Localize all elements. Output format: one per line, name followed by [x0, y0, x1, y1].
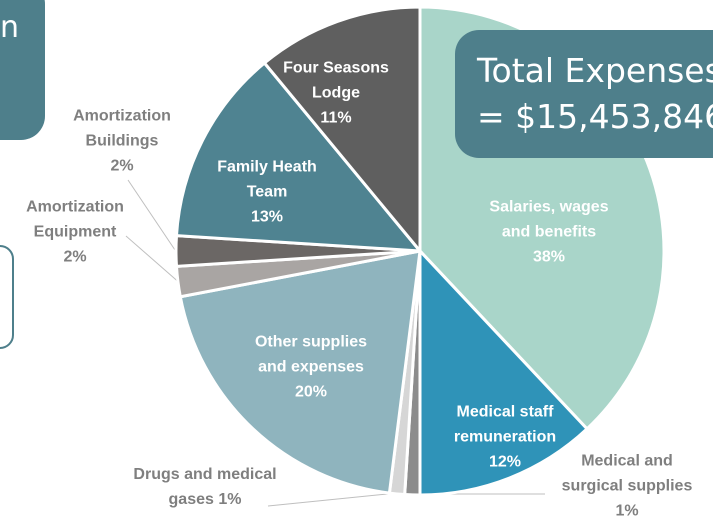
pie-slice: [418, 249, 589, 497]
value-label: 12%: [488, 453, 522, 471]
slice-label: Other supplies and expenses 20%: [246, 330, 376, 405]
category-label: Medical staff remuneration: [453, 403, 557, 446]
value-label: 2%: [63, 248, 87, 266]
total-box: Total Expenses = $15,453,846: [455, 30, 713, 158]
pie-slice: [178, 249, 422, 495]
leader-line: [125, 235, 183, 286]
slice-label: Salaries, wages and benefits 38%: [479, 195, 619, 270]
slice-label: Amortization Equipment 2%: [18, 195, 133, 270]
value-label: 11%: [320, 109, 352, 127]
value-label: 20%: [294, 383, 328, 401]
overlay-box: n: [0, 0, 45, 140]
leader-line: [267, 491, 408, 507]
value-label: 1%: [218, 491, 242, 508]
category-label: Amortization Equipment: [26, 198, 124, 241]
leader-line: [127, 179, 176, 251]
category-label: Family Heath Team: [217, 158, 317, 201]
category-label: Salaries, wages and benefits: [489, 198, 609, 241]
category-label: Amortization Buildings: [73, 107, 171, 150]
category-label: Other supplies and expenses: [254, 333, 368, 376]
slice-label: Medical staff remuneration 12%: [443, 400, 568, 475]
category-label: Four Seasons Lodge: [283, 59, 389, 102]
value-label: 2%: [110, 157, 134, 175]
value-label: 13%: [250, 208, 284, 226]
annotation: = $15,453,846: [477, 97, 713, 136]
value-label: 1%: [615, 502, 639, 520]
overlay-text: n: [0, 10, 20, 45]
pie-slice: [174, 61, 422, 253]
annotation: Total Expenses: [477, 51, 713, 90]
slice-label: Medical and surgical supplies 1%: [552, 449, 702, 520]
value-label: 38%: [532, 248, 566, 266]
category-label: Medical and surgical supplies: [561, 452, 693, 495]
slice-label: Amortization Buildings 2%: [65, 104, 180, 179]
slice-label: Family Heath Team 13%: [210, 155, 325, 230]
category-label: Drugs and medical gases: [133, 466, 277, 508]
slice-label: Drugs and medical gases 1%: [120, 462, 290, 512]
pie-slice: [262, 5, 422, 253]
slice-label: Four Seasons Lodge 11%: [276, 56, 396, 131]
